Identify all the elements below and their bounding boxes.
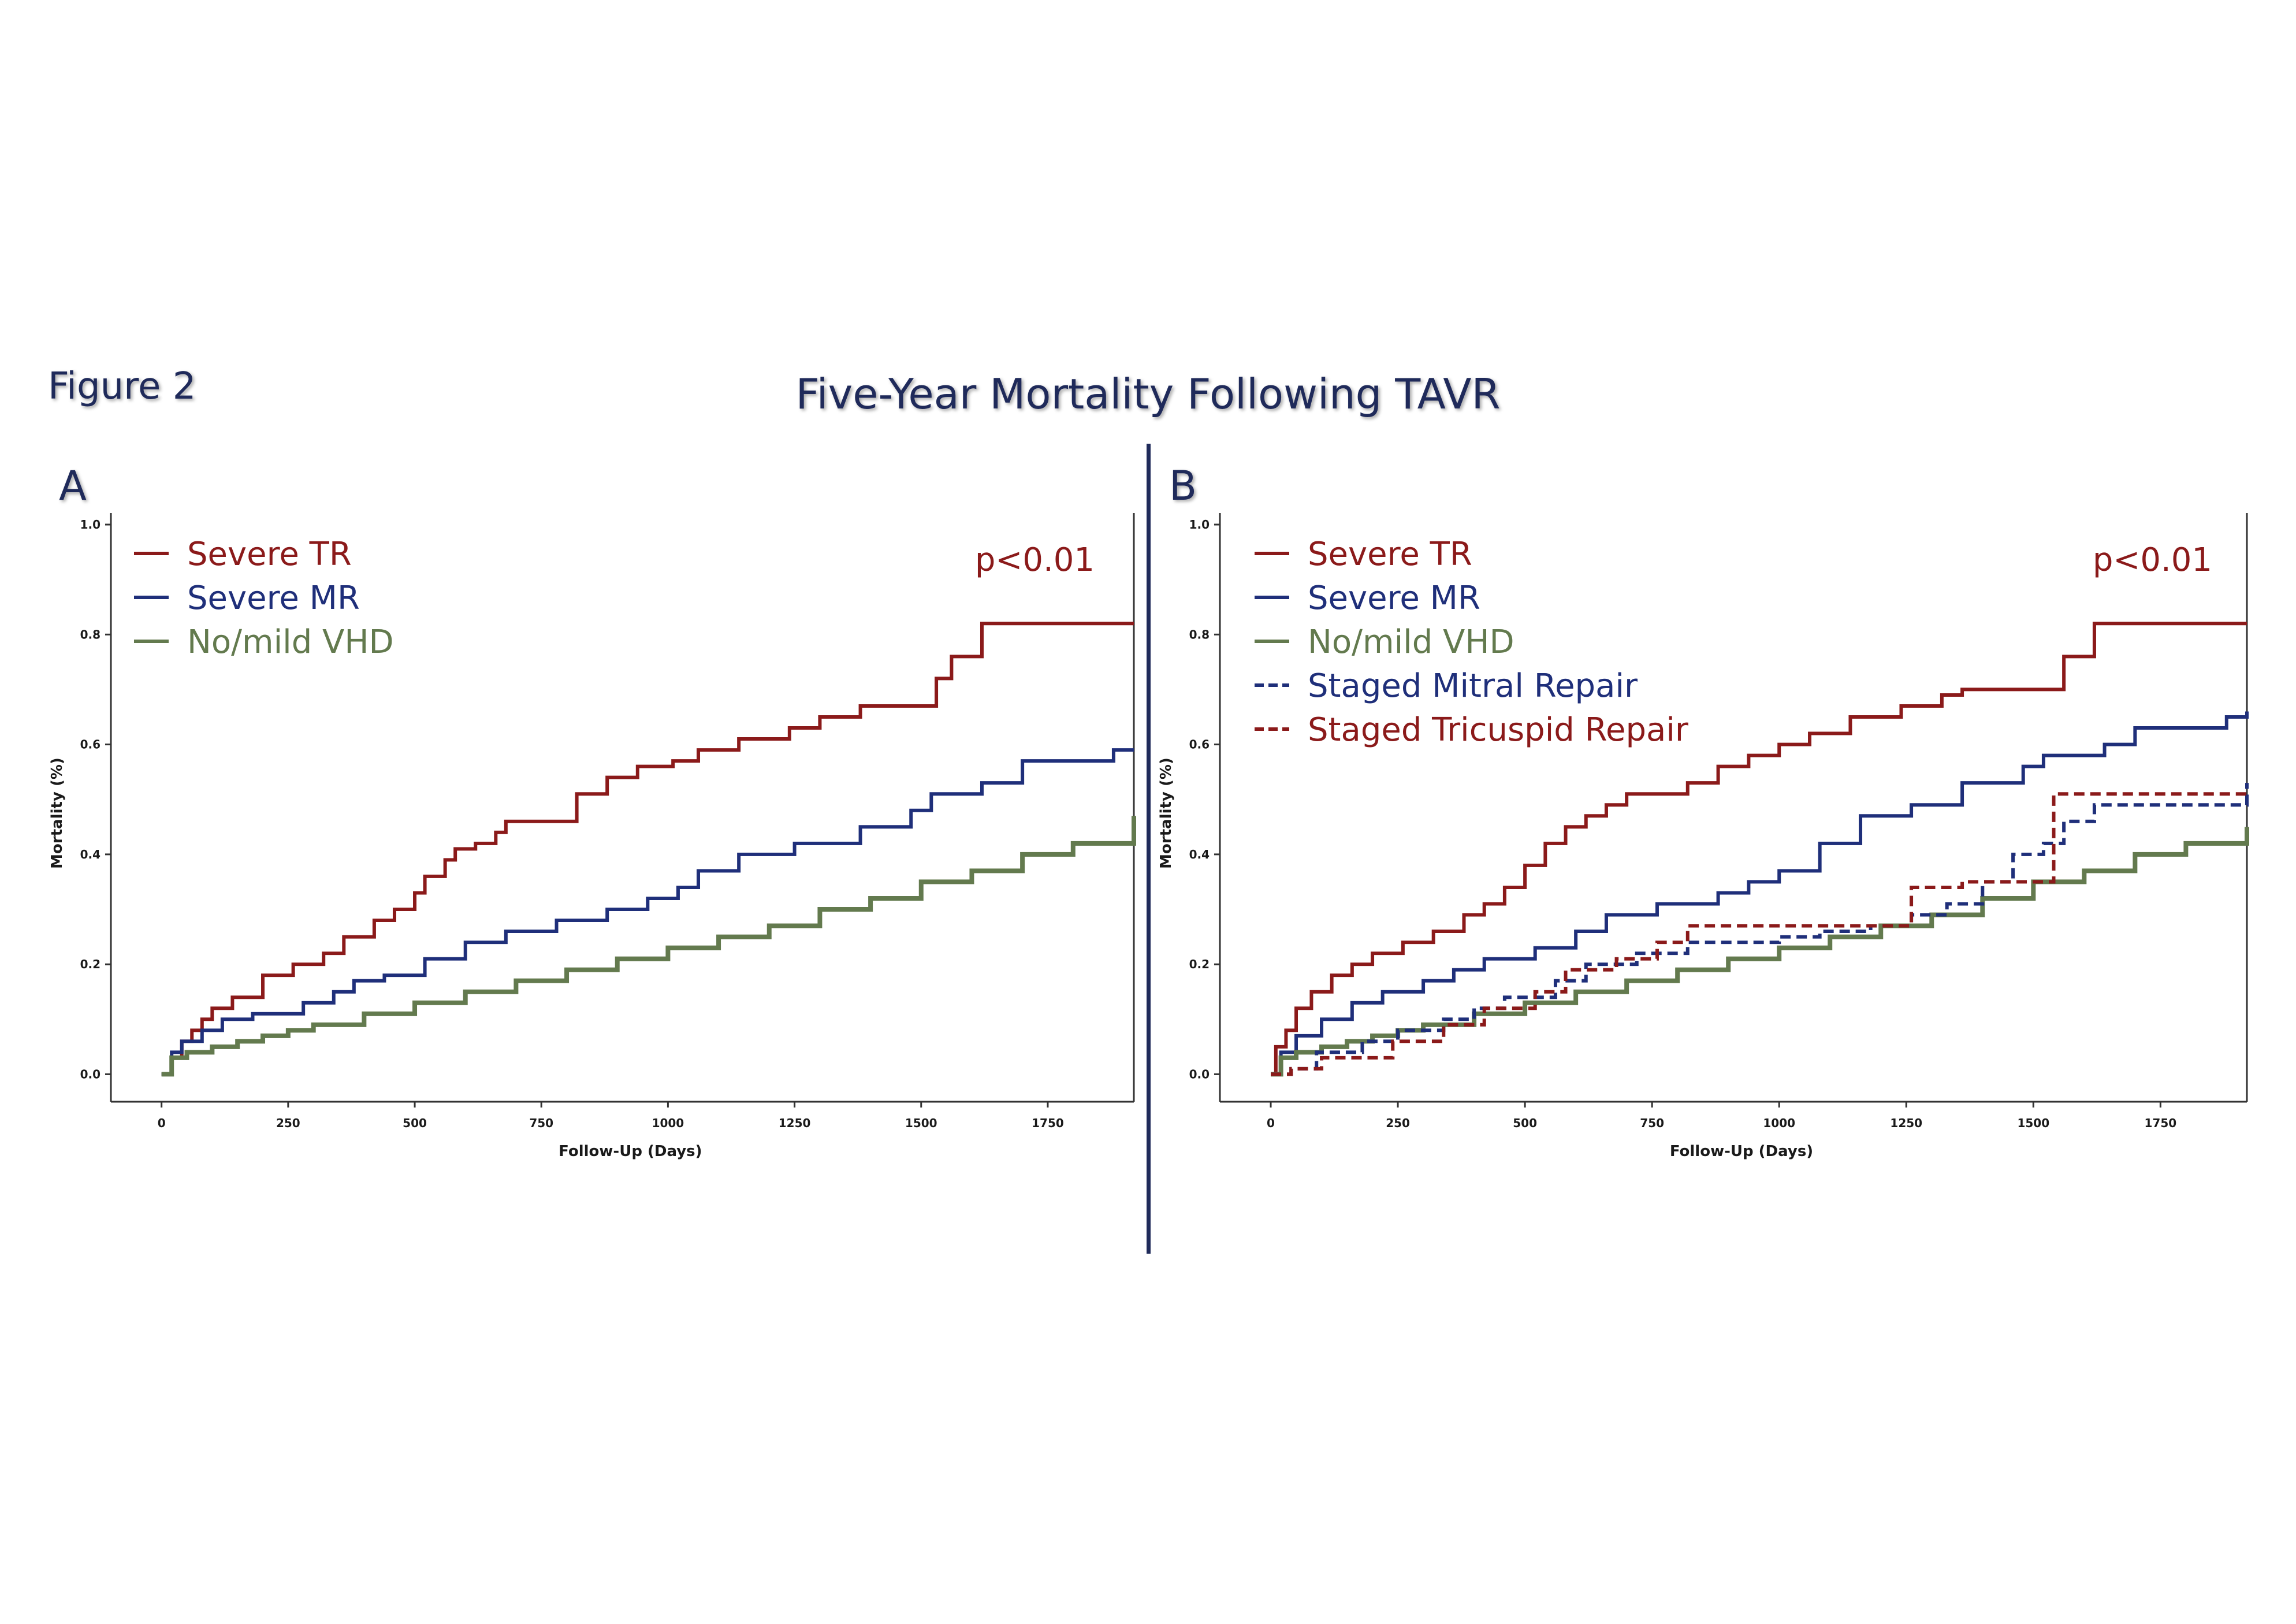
- p-value-annotation: p<0.01: [2093, 541, 2212, 579]
- x-tick-label: 750: [529, 1116, 553, 1130]
- y-tick-label: 0.2: [1189, 957, 1210, 971]
- x-axis-label: Follow-Up (Days): [559, 1143, 702, 1160]
- figure-title: Five-Year Mortality Following TAVR: [795, 370, 1501, 418]
- x-tick-label: 250: [276, 1116, 300, 1130]
- legend-entry: Severe MR: [187, 579, 360, 617]
- series-line-severe-mr: [1271, 711, 2249, 1076]
- y-tick-label: 0.8: [1189, 627, 1210, 641]
- figure-label: Figure 2: [48, 365, 196, 408]
- panel-letter-a: A: [59, 462, 87, 510]
- y-tick-label: 1.0: [80, 518, 101, 532]
- y-tick-label: 1.0: [1189, 518, 1210, 532]
- p-value-annotation: p<0.01: [975, 541, 1095, 579]
- series-line-severe-mr: [161, 748, 1134, 1076]
- series-line-no-mild-vhd: [161, 816, 1136, 1077]
- panel-divider: [1147, 444, 1151, 1254]
- x-tick-label: 1250: [1890, 1116, 1922, 1130]
- series-line-staged-tricuspid-repair: [1271, 792, 2247, 1076]
- x-tick-label: 1500: [2017, 1116, 2049, 1130]
- y-tick-label: 0.8: [80, 627, 101, 641]
- legend-entry: Staged Mitral Repair: [1308, 667, 1638, 705]
- legend-entry: Severe TR: [187, 536, 352, 573]
- x-tick-label: 1750: [2145, 1116, 2177, 1130]
- y-axis-label: Mortality (%): [1158, 757, 1175, 869]
- x-tick-label: 250: [1386, 1116, 1410, 1130]
- x-tick-label: 0: [158, 1116, 166, 1130]
- panel-letter-b: B: [1169, 462, 1197, 510]
- y-tick-label: 0.4: [80, 848, 101, 861]
- series-line-no-mild-vhd: [1271, 827, 2249, 1077]
- series-line-severe-tr: [161, 622, 1134, 1076]
- y-axis-label: Mortality (%): [49, 757, 66, 869]
- x-tick-label: 1000: [652, 1116, 684, 1130]
- x-tick-label: 750: [1640, 1116, 1664, 1130]
- legend-entry: No/mild VHD: [1308, 623, 1514, 661]
- y-tick-label: 0.2: [80, 957, 101, 971]
- x-tick-label: 500: [403, 1116, 427, 1130]
- legend-entry: Staged Tricuspid Repair: [1308, 711, 1689, 749]
- x-tick-label: 1250: [779, 1116, 811, 1130]
- y-tick-label: 0.0: [80, 1067, 101, 1081]
- legend-entry: No/mild VHD: [187, 623, 394, 661]
- y-tick-label: 0.4: [1189, 848, 1210, 861]
- y-tick-label: 0.0: [1189, 1067, 1210, 1081]
- series-line-severe-tr: [1271, 622, 2247, 1076]
- legend-entry: Severe TR: [1308, 536, 1472, 573]
- y-tick-label: 0.6: [80, 738, 101, 752]
- x-tick-label: 500: [1513, 1116, 1537, 1130]
- x-tick-label: 0: [1267, 1116, 1275, 1130]
- legend-entry: Severe MR: [1308, 579, 1480, 617]
- x-tick-label: 1000: [1763, 1116, 1795, 1130]
- x-axis-label: Follow-Up (Days): [1670, 1143, 1813, 1160]
- series-line-staged-mitral-repair: [1271, 783, 2249, 1076]
- x-tick-label: 1750: [1032, 1116, 1064, 1130]
- y-tick-label: 0.6: [1189, 738, 1210, 752]
- x-tick-label: 1500: [905, 1116, 937, 1130]
